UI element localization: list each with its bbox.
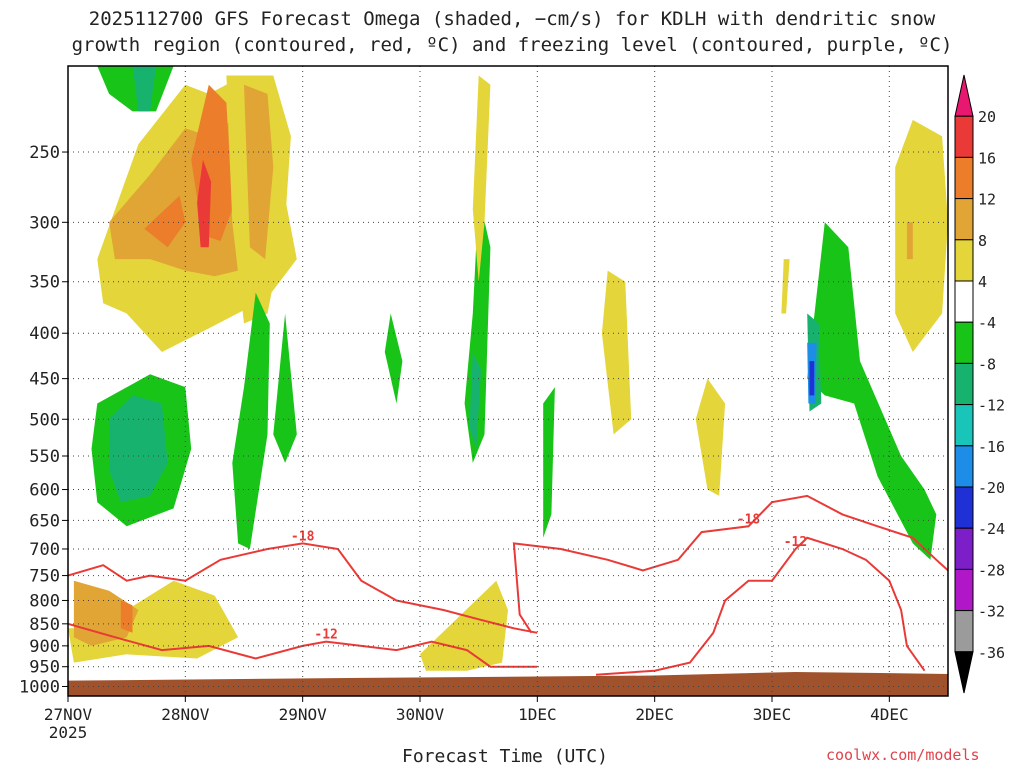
colorbar-swatch (954, 198, 974, 241)
omega-region (273, 313, 297, 463)
omega-region (109, 395, 168, 503)
contour-label: -18 (737, 512, 761, 527)
dgz-contour-line (68, 542, 538, 634)
colorbar-swatch (954, 404, 974, 447)
colorbar-swatch (954, 445, 974, 488)
colorbar-label: -8 (978, 355, 996, 373)
y-tick-label: 600 (29, 481, 60, 501)
x-tick-label: 27NOV (44, 705, 93, 724)
chart-title-line1: 2025112700 GFS Forecast Omega (shaded, −… (88, 8, 936, 30)
omega-region (244, 84, 274, 260)
omega-region (197, 159, 212, 248)
surface-terrain (68, 671, 948, 696)
colorbar-label: 20 (978, 108, 996, 126)
chart-title-line2: growth region (contoured, red, ºC) and f… (71, 34, 953, 56)
omega-region (232, 292, 270, 549)
omega-region (68, 580, 239, 663)
y-tick-label: 250 (29, 143, 60, 163)
plot-area: -18-12-18-12 (68, 66, 948, 696)
colorbar-label: 8 (978, 232, 987, 250)
plot-frame (67, 65, 949, 697)
colorbar-swatch (954, 527, 974, 570)
omega-region (384, 313, 403, 404)
colorbar-swatch (954, 239, 974, 282)
colorbar-top-arrow (954, 74, 974, 117)
x-tick-label: 4DEC (870, 705, 909, 724)
colorbar-swatch (954, 568, 974, 612)
omega-region (906, 222, 913, 260)
x-tick-label: 2DEC (635, 705, 674, 724)
x-year-label: 2025 (49, 723, 88, 742)
omega-region (807, 222, 937, 560)
y-tick-label: 950 (29, 658, 60, 678)
dgz-contour-line (512, 494, 948, 634)
omega-region (543, 387, 555, 538)
y-tick-label: 550 (29, 447, 60, 467)
colorbar-label: -20 (978, 479, 1005, 497)
contour-label: -12 (314, 628, 337, 643)
colorbar-bottom-arrow (954, 651, 974, 694)
colorbar-swatch (954, 156, 974, 200)
colorbar-swatch (954, 280, 974, 323)
omega-region (469, 352, 481, 449)
colorbar-swatch (954, 486, 974, 529)
contour-label: -12 (784, 535, 807, 550)
site-credit[interactable]: coolwx.com/models (826, 746, 980, 764)
omega-region (809, 361, 815, 396)
dgz-contour-line (595, 536, 926, 676)
omega-region (120, 600, 133, 633)
x-tick-label: 28NOV (161, 705, 210, 724)
x-tick-label: 3DEC (753, 705, 792, 724)
y-tick-label: 300 (29, 213, 60, 233)
colorbar-swatch (954, 321, 974, 364)
x-tick-label: 1DEC (518, 705, 557, 724)
omega-region (420, 580, 508, 671)
x-axis-label: Forecast Time (UTC) (402, 746, 608, 767)
colorbar-swatch (954, 610, 974, 653)
colorbar-label: -36 (978, 644, 1005, 662)
dgz-contour-line (68, 622, 538, 668)
y-tick-label: 500 (29, 410, 60, 430)
omega-region (695, 378, 726, 496)
omega-region (144, 195, 186, 248)
colorbar-swatch (954, 362, 974, 406)
y-tick-label: 1000 (19, 677, 60, 697)
y-tick-label: 900 (29, 637, 60, 657)
omega-region (601, 270, 632, 435)
colorbar-label: 12 (978, 191, 996, 209)
colorbar-label: -24 (978, 520, 1005, 538)
y-tick-label: 850 (29, 615, 60, 635)
colorbar-label: -16 (978, 438, 1005, 456)
colorbar-label: -4 (978, 314, 996, 332)
y-tick-label: 350 (29, 273, 60, 293)
x-tick-label: 29NOV (279, 705, 328, 724)
colorbar-label: 16 (978, 149, 996, 167)
y-tick-label: 700 (29, 540, 60, 560)
omega-region (781, 259, 790, 314)
y-tick-label: 450 (29, 370, 60, 390)
y-tick-label: 750 (29, 567, 60, 587)
colorbar-swatch (954, 115, 974, 158)
colorbar-label: -12 (978, 397, 1005, 415)
colorbar-label: -32 (978, 603, 1005, 621)
omega-region (132, 66, 156, 112)
colorbar-label: 4 (978, 273, 987, 291)
y-tick-label: 650 (29, 511, 60, 531)
y-tick-label: 800 (29, 591, 60, 611)
y-tick-label: 400 (29, 324, 60, 344)
x-tick-label: 30NOV (396, 705, 445, 724)
omega-region (895, 119, 948, 353)
colorbar-label: -28 (978, 561, 1005, 579)
omega-region (472, 75, 491, 282)
